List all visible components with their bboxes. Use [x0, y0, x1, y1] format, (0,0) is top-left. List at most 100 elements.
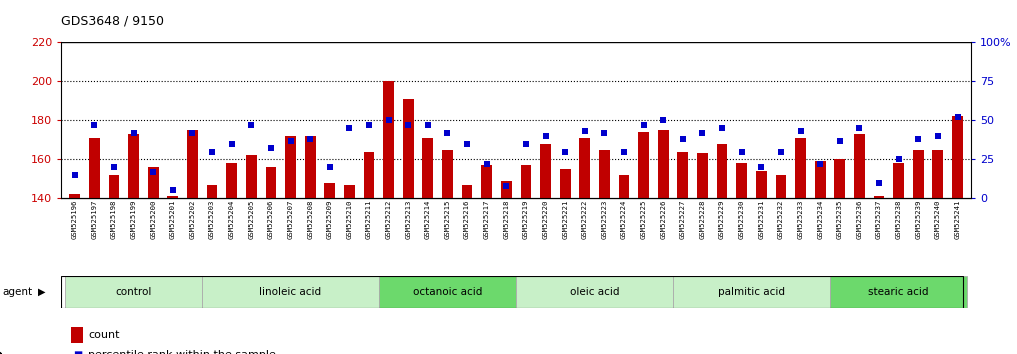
Bar [697, 154, 708, 198]
Text: GSM525215: GSM525215 [444, 200, 451, 239]
Text: linoleic acid: linoleic acid [259, 287, 321, 297]
Bar [187, 130, 198, 198]
Point [498, 183, 515, 189]
Bar [128, 134, 139, 198]
Bar [933, 149, 944, 198]
Point [655, 118, 671, 123]
Point [754, 164, 770, 170]
Point [125, 130, 141, 136]
Point [459, 141, 475, 147]
Text: control: control [115, 287, 152, 297]
Text: GSM525214: GSM525214 [425, 200, 431, 239]
Point [695, 130, 711, 136]
Text: GSM525235: GSM525235 [837, 200, 843, 239]
Text: GSM525224: GSM525224 [621, 200, 627, 239]
Text: octanoic acid: octanoic acid [413, 287, 482, 297]
Text: GSM525202: GSM525202 [189, 200, 195, 239]
Bar [830, 276, 967, 308]
Point [321, 164, 338, 170]
Point [224, 141, 240, 147]
Text: GSM525204: GSM525204 [229, 200, 235, 239]
Text: ■: ■ [72, 350, 82, 354]
Bar [776, 175, 786, 198]
Bar [378, 276, 517, 308]
Text: GSM525196: GSM525196 [72, 200, 77, 239]
Bar [65, 276, 202, 308]
Text: GSM525216: GSM525216 [464, 200, 470, 239]
Text: GSM525210: GSM525210 [347, 200, 352, 239]
Text: GSM525226: GSM525226 [660, 200, 666, 239]
Text: GSM525232: GSM525232 [778, 200, 784, 239]
Point [283, 138, 299, 143]
Point [67, 172, 83, 178]
Bar [580, 138, 590, 198]
Text: GSM525229: GSM525229 [719, 200, 725, 239]
Bar [324, 183, 336, 198]
Bar [265, 167, 277, 198]
Bar [501, 181, 512, 198]
Point [106, 164, 122, 170]
Bar [88, 138, 100, 198]
Point [616, 149, 633, 154]
Point [733, 149, 750, 154]
Point [518, 141, 534, 147]
Text: ▶: ▶ [38, 287, 45, 297]
Bar [736, 163, 747, 198]
Point [949, 114, 965, 120]
Text: GSM525222: GSM525222 [582, 200, 588, 239]
Bar [202, 276, 378, 308]
Point [930, 133, 946, 139]
Bar [344, 185, 355, 198]
Text: GSM525217: GSM525217 [484, 200, 490, 239]
Bar [618, 175, 630, 198]
Text: GSM525199: GSM525199 [130, 200, 136, 239]
Text: GSM525239: GSM525239 [915, 200, 921, 239]
Point [420, 122, 436, 128]
Point [674, 136, 691, 142]
Bar [717, 144, 727, 198]
Bar [109, 175, 119, 198]
Text: GSM525213: GSM525213 [405, 200, 411, 239]
Point [342, 125, 358, 131]
Text: GSM525228: GSM525228 [700, 200, 706, 239]
Bar [285, 136, 296, 198]
Point [891, 156, 907, 162]
Point [165, 188, 181, 193]
Bar [305, 136, 315, 198]
Bar [69, 194, 80, 198]
Text: GSM525198: GSM525198 [111, 200, 117, 239]
Text: GSM525209: GSM525209 [326, 200, 333, 239]
Bar [756, 171, 767, 198]
Bar [403, 99, 414, 198]
Bar [795, 138, 805, 198]
Text: GSM525200: GSM525200 [151, 200, 157, 239]
Bar [658, 130, 668, 198]
Point [812, 161, 828, 167]
Text: oleic acid: oleic acid [570, 287, 619, 297]
Text: GSM525230: GSM525230 [738, 200, 744, 239]
Text: GSM525208: GSM525208 [307, 200, 313, 239]
Bar [168, 196, 178, 198]
Text: GSM525234: GSM525234 [818, 200, 823, 239]
Point [537, 133, 553, 139]
Text: GSM525227: GSM525227 [680, 200, 685, 239]
Text: GSM525205: GSM525205 [248, 200, 254, 239]
Text: GSM525233: GSM525233 [797, 200, 803, 239]
Bar [677, 152, 689, 198]
Point [636, 122, 652, 128]
Bar [442, 149, 453, 198]
Text: GSM525201: GSM525201 [170, 200, 176, 239]
Point [145, 169, 162, 175]
Point [262, 145, 279, 151]
Text: GSM525240: GSM525240 [935, 200, 941, 239]
Point [773, 149, 789, 154]
Bar [383, 81, 394, 198]
Bar [517, 276, 673, 308]
Text: GSM525238: GSM525238 [896, 200, 902, 239]
Bar [462, 185, 473, 198]
Point [596, 130, 612, 136]
Point [910, 136, 926, 142]
Text: GSM525231: GSM525231 [759, 200, 765, 239]
Bar [893, 163, 904, 198]
Bar [639, 132, 649, 198]
